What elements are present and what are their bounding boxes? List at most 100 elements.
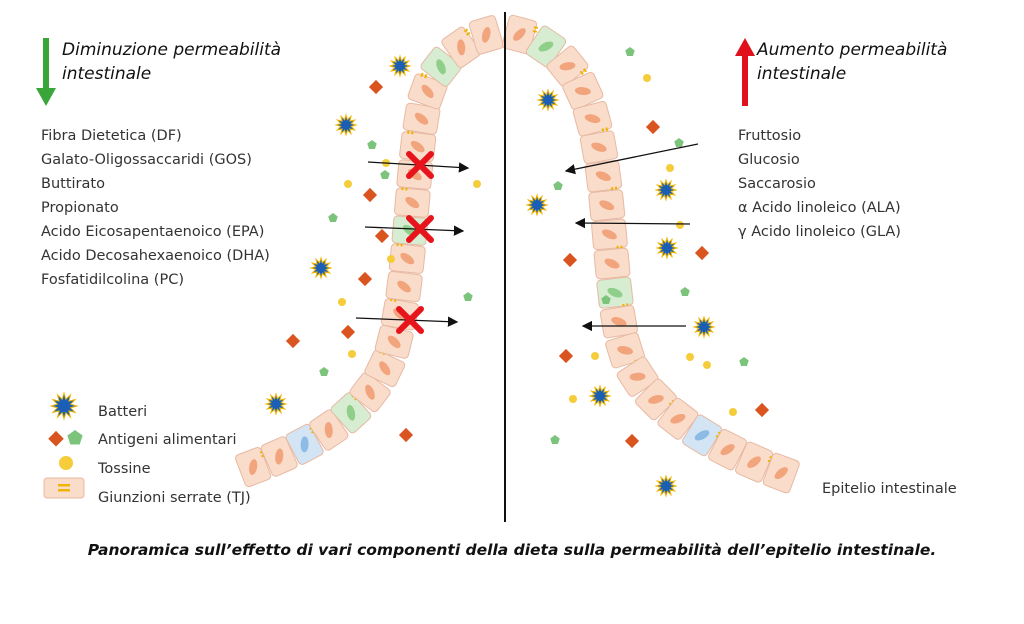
cell-nucleus: [365, 384, 375, 400]
epithelial-cell: [309, 409, 349, 451]
cell-nucleus: [599, 200, 615, 211]
cell-nucleus: [414, 112, 429, 125]
tight-junction: [532, 29, 538, 33]
toxin-icon: [686, 353, 694, 361]
permeation-arrow: [564, 143, 699, 175]
antigen-green-icon: [680, 287, 690, 297]
list-item: Acido Decosahexaenoico (DHA): [41, 248, 270, 264]
epithelial-cell: [605, 332, 646, 369]
antigen-green-icon: [674, 138, 684, 148]
epithelial-cell: [525, 25, 567, 68]
figure-caption: Panoramica sull’effetto di vari componen…: [87, 541, 937, 559]
tight-junction-mark: [58, 484, 70, 487]
tight-junction: [466, 31, 471, 36]
cell-nucleus: [601, 229, 617, 240]
epithelial-cell: [441, 26, 481, 68]
cell-nucleus: [405, 196, 420, 209]
antigen-green-icon: [625, 47, 635, 57]
cell-nucleus: [421, 84, 434, 99]
bacteria-icon: [655, 236, 679, 260]
epithelial-cell: [657, 397, 699, 440]
cell-nucleus: [595, 171, 611, 181]
epithelial-cell: [420, 46, 462, 87]
antigen-red-icon: [398, 427, 414, 443]
cell-nucleus: [379, 361, 391, 376]
cell-nucleus: [410, 140, 425, 153]
toxin-icon: [473, 180, 481, 188]
epithelial-cell: [708, 428, 748, 471]
permeation-arrow: [364, 225, 465, 236]
tight-junction: [463, 28, 469, 33]
bacteria-icon: [588, 384, 612, 408]
epithelial-cell: [584, 159, 623, 193]
epithelial-cell: [762, 452, 800, 494]
epithelial-cell: [546, 45, 589, 87]
antigen-red-icon: [340, 324, 356, 340]
toxin-icon: [666, 164, 674, 172]
cell-nucleus: [611, 317, 627, 327]
x-stroke: [396, 306, 424, 334]
antigen-red-icon: [558, 348, 574, 364]
cell-nucleus: [387, 335, 401, 349]
toxin-icon: [59, 456, 73, 470]
cell-nucleus: [629, 372, 646, 381]
increase-list: Fruttosio Glucosio Saccarosio α Acido li…: [738, 124, 901, 244]
right-heading-line2: intestinale: [757, 64, 847, 84]
legend-label-toxins: Tossine: [98, 461, 151, 477]
epithelial-cell: [402, 102, 441, 135]
cell-nucleus: [584, 114, 601, 124]
cell-nucleus: [400, 252, 415, 265]
cell-nucleus: [397, 280, 411, 293]
list-item: γ Acido linoleico (GLA): [738, 224, 901, 240]
list-item: Glucosio: [738, 152, 800, 168]
bacteria-icon: [309, 256, 333, 280]
tight-junction: [605, 127, 609, 132]
antigen-green-icon: [67, 430, 83, 445]
toxin-icon: [729, 408, 737, 416]
cell-nucleus: [559, 62, 576, 71]
epithelial-cell: [388, 241, 426, 274]
toxin-icon: [348, 350, 356, 358]
list-item: Fibra Dietetica (DF): [41, 128, 182, 144]
left-heading-line2: intestinale: [62, 64, 152, 84]
blocked-x-icon: [406, 215, 434, 243]
right-heading: Aumento permeabilità intestinale: [757, 38, 947, 86]
antigen-green-icon: [463, 292, 473, 302]
x-stroke: [406, 215, 434, 243]
epithelial-cell: [349, 372, 391, 413]
epithelial-cell: [468, 15, 504, 55]
antigen-green-icon: [601, 295, 611, 305]
bacteria-icon: [654, 474, 678, 498]
epithelium-label: Epitelio intestinale: [822, 481, 957, 497]
bacteria-icon: [49, 391, 79, 421]
antigen-red-icon: [562, 252, 578, 268]
antigen-red-icon: [48, 430, 64, 447]
antigen-red-icon: [285, 333, 301, 349]
tight-junction: [420, 72, 424, 78]
toxin-icon: [338, 298, 346, 306]
list-item: Acido Eicosapentaenoico (EPA): [41, 224, 265, 240]
epithelial-cell: [591, 218, 628, 251]
antigen-green-icon: [553, 181, 563, 191]
cell-nucleus: [275, 448, 284, 465]
epithelial-cell: [562, 71, 604, 111]
antigen-green-icon: [380, 170, 390, 180]
list-item: Propionato: [41, 200, 119, 216]
legend-label-tight-junctions: Giunzioni serrate (TJ): [98, 490, 251, 506]
blocked-x-icon: [396, 306, 424, 334]
bacteria-icon: [334, 113, 358, 137]
antigen-red-icon: [368, 79, 384, 95]
cell-nucleus: [648, 395, 664, 404]
epithelial-cell: [364, 349, 406, 388]
antigen-red-icon: [362, 187, 378, 203]
decrease-arrow-icon: [36, 38, 56, 106]
x-stroke: [406, 151, 434, 179]
epithelial-cell: [385, 270, 423, 303]
tight-junction-icon: [43, 477, 85, 499]
epithelial-cell: [260, 436, 298, 477]
list-item: Saccarosio: [738, 176, 816, 192]
cell-nucleus: [617, 346, 633, 355]
legend-label-antigens: Antigeni alimentari: [98, 432, 237, 448]
